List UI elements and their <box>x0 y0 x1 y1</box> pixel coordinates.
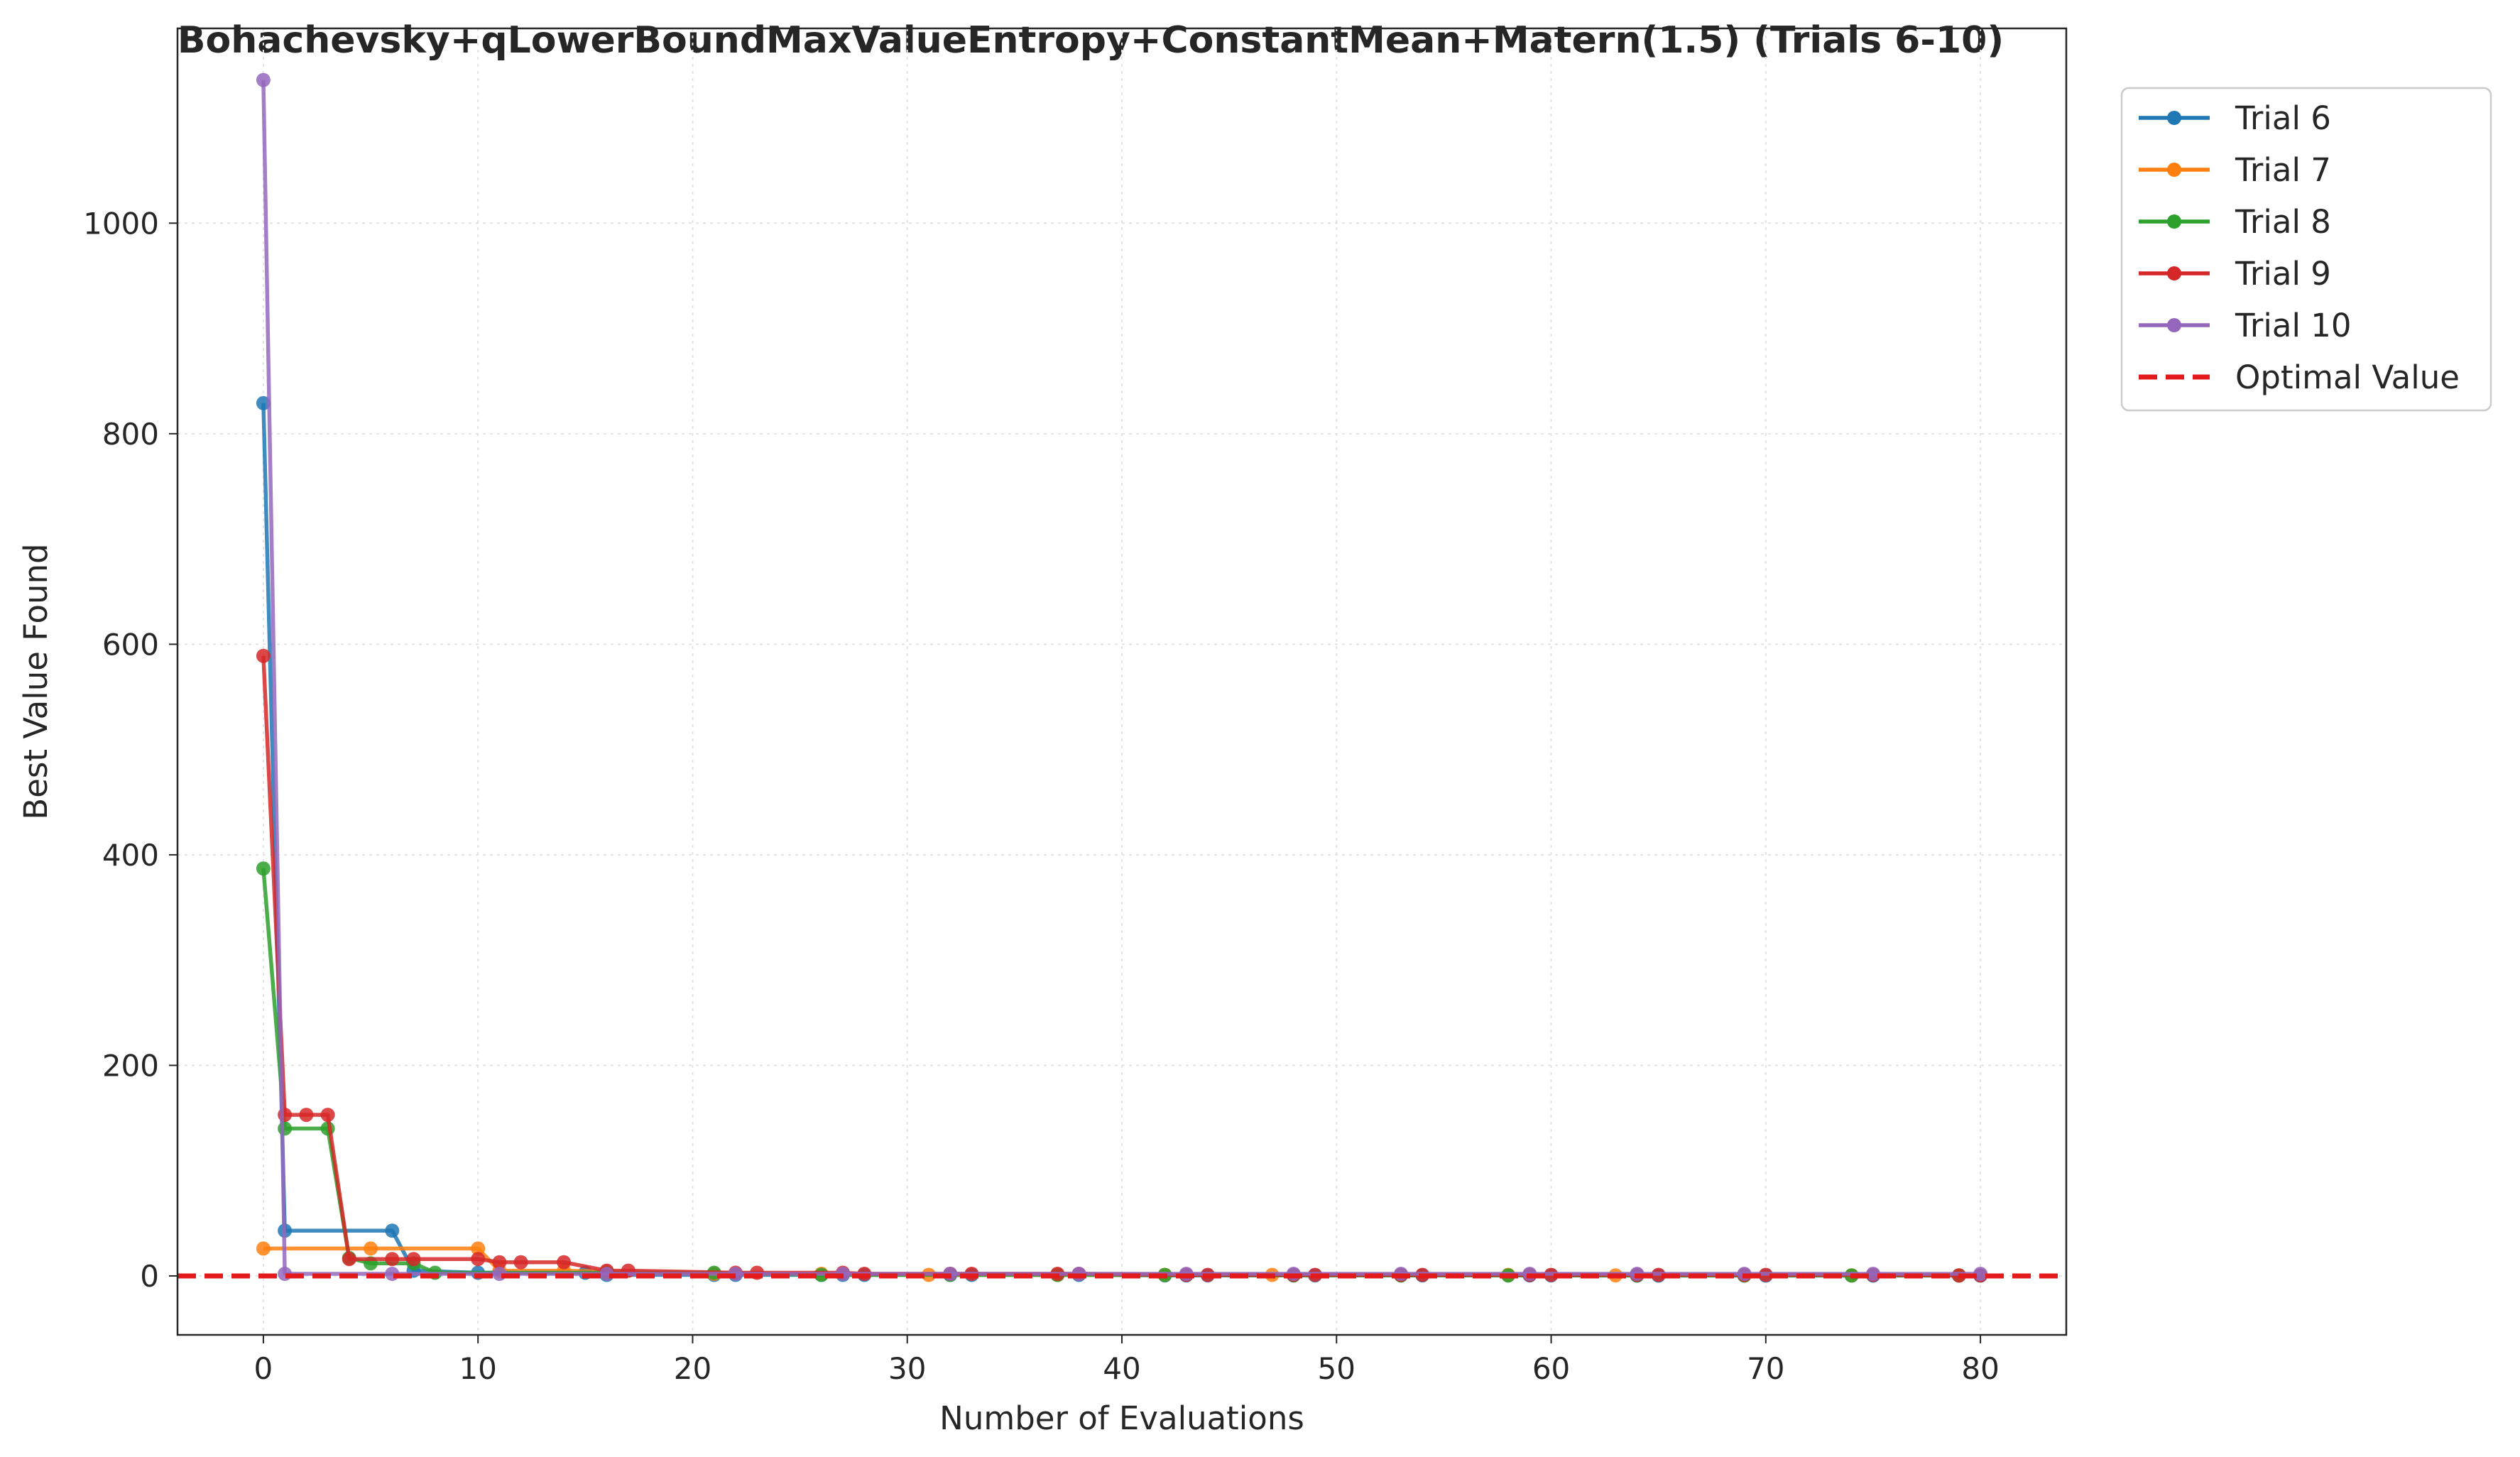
legend-label: Optimal Value <box>2235 359 2460 396</box>
data-point <box>256 861 271 876</box>
legend-label: Trial 8 <box>2235 203 2331 241</box>
legend-item: Trial 9 <box>2139 255 2331 293</box>
data-point <box>278 1108 293 1123</box>
legend-items: Trial 6 Trial 7 Trial 8 Trial 9 Trial 10 Opti… <box>2139 99 2460 396</box>
legend-label: Trial 10 <box>2235 307 2352 344</box>
legend-marker <box>2167 214 2181 229</box>
data-point <box>342 1252 356 1267</box>
x-axis-title: Number of Evaluations <box>939 1399 1304 1437</box>
y-tick-label: 800 <box>102 417 159 452</box>
legend-item: Trial 7 <box>2139 151 2331 189</box>
data-point <box>256 1241 271 1256</box>
data-point <box>385 1223 400 1238</box>
data-point <box>1973 1267 1988 1281</box>
data-point <box>256 395 271 410</box>
grid <box>178 28 2066 1335</box>
data-point <box>471 1241 486 1256</box>
y-tick-label: 200 <box>102 1048 159 1083</box>
legend-marker <box>2167 163 2181 177</box>
y-tick-label: 1000 <box>83 206 159 241</box>
legend-marker <box>2167 111 2181 125</box>
x-tick-label: 0 <box>254 1351 273 1386</box>
legend-marker <box>2167 318 2181 332</box>
y-axis-ticks: 0 200 400 600 800 1000 <box>83 206 178 1294</box>
x-axis-ticks: 0 10 20 30 40 50 60 70 80 <box>254 1335 2000 1386</box>
data-point <box>385 1252 400 1267</box>
legend-frame <box>2120 87 2492 412</box>
legend-label: Trial 9 <box>2235 255 2331 293</box>
data-point <box>513 1255 528 1270</box>
legend-item: Optimal Value <box>2139 359 2460 396</box>
y-axis-title: Best Value Found <box>17 543 55 819</box>
data-point <box>299 1108 314 1123</box>
legend-item: Trial 10 <box>2139 307 2352 344</box>
y-tick-label: 0 <box>140 1259 159 1294</box>
legend-item: Trial 6 <box>2139 99 2331 137</box>
data-point <box>364 1241 378 1256</box>
legend-marker <box>2167 266 2181 280</box>
data-point <box>471 1252 486 1267</box>
legend-label: Trial 6 <box>2235 99 2331 137</box>
chart-title: Bohachevsky+qLowerBoundMaxValueEntropy+C… <box>178 19 2004 62</box>
data-point <box>320 1108 335 1123</box>
data-point <box>256 72 271 87</box>
x-tick-label: 50 <box>1318 1351 1356 1386</box>
y-tick-label: 400 <box>102 838 159 873</box>
x-tick-label: 20 <box>674 1351 711 1386</box>
data-point <box>492 1255 507 1270</box>
x-tick-label: 30 <box>888 1351 926 1386</box>
x-tick-label: 80 <box>1961 1351 1999 1386</box>
legend-label: Trial 7 <box>2235 151 2331 189</box>
data-point <box>278 1121 293 1136</box>
x-tick-label: 40 <box>1103 1351 1140 1386</box>
y-tick-label: 600 <box>102 627 159 662</box>
legend-item: Trial 8 <box>2139 203 2331 241</box>
plot-frame <box>176 27 2068 1336</box>
legend: Trial 6 Trial 7 Trial 8 Trial 9 Trial 10 Opti… <box>2120 87 2492 412</box>
data-point <box>256 648 271 663</box>
x-tick-label: 70 <box>1747 1351 1784 1386</box>
data-point <box>557 1255 572 1270</box>
x-tick-label: 10 <box>459 1351 496 1386</box>
x-tick-label: 60 <box>1532 1351 1570 1386</box>
series-area <box>178 72 2066 1283</box>
data-point <box>1866 1267 1880 1281</box>
data-point <box>406 1252 421 1267</box>
